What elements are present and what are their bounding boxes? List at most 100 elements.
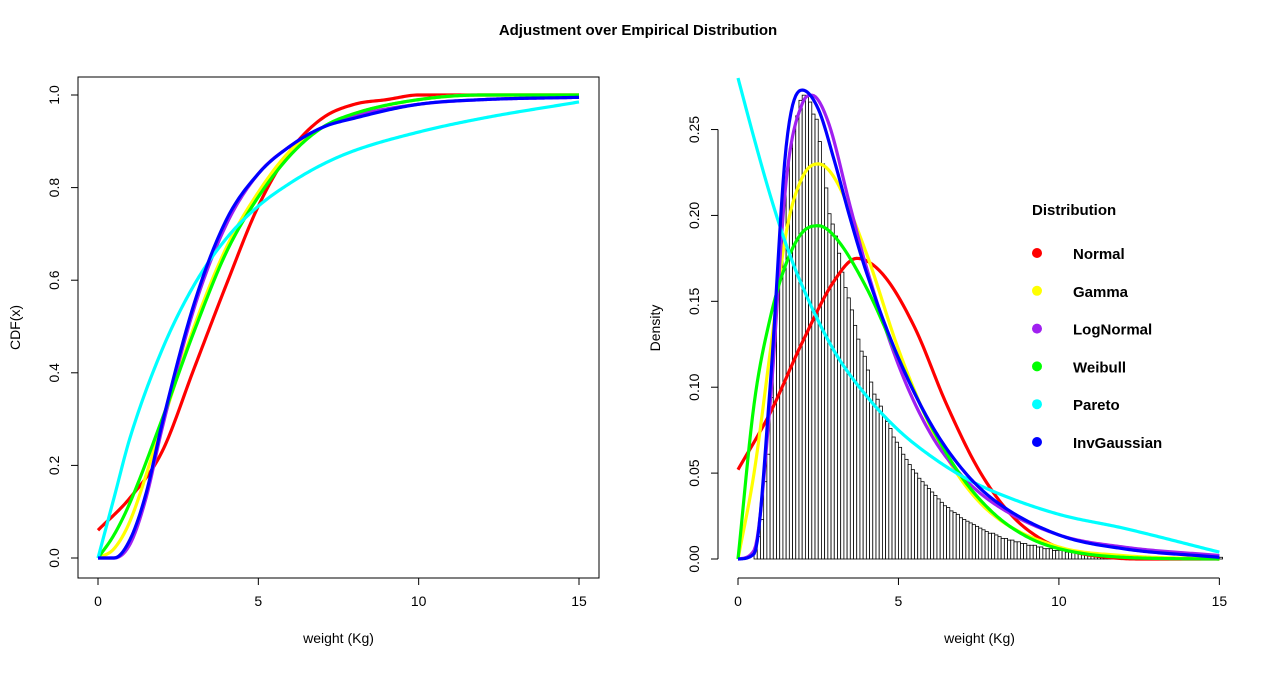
histogram-bar [1019, 543, 1025, 560]
histogram-bar [971, 524, 976, 560]
histogram-bar [939, 501, 944, 560]
y-axis-title: CDF(x) [7, 305, 23, 350]
x-tick-label: 10 [1051, 593, 1067, 609]
histogram-bar [824, 187, 829, 560]
y-tick-label: 0.05 [686, 459, 702, 486]
y-tick-label: 0.6 [46, 270, 62, 290]
histogram-bar [1039, 546, 1044, 560]
histogram-bar [817, 141, 822, 560]
histogram-bar [830, 223, 835, 560]
y-axis-title: Density [647, 305, 663, 352]
figure-title: Adjustment over Empirical Distribution [499, 22, 777, 39]
histogram-bar [981, 529, 986, 560]
histogram-bar [1052, 550, 1057, 560]
histogram-bar [882, 416, 887, 560]
y-tick-label: 0.0 [46, 548, 62, 568]
histogram-bar [853, 324, 858, 560]
histogram-bar [1045, 548, 1050, 560]
legend-label-pareto: Pareto [1073, 397, 1120, 414]
histogram-bar [849, 309, 854, 560]
y-tick-label: 0.20 [686, 202, 702, 229]
histogram-bar [901, 453, 906, 560]
histogram-bar [898, 446, 903, 560]
x-tick-label: 5 [254, 593, 262, 609]
legend-marker-normal [1032, 248, 1042, 258]
histogram-bar [936, 498, 941, 560]
curve-weibull [736, 224, 1220, 561]
histogram-bar [994, 534, 999, 560]
histogram-bar [1032, 544, 1037, 560]
y-tick-label: 1.0 [46, 85, 62, 105]
x-axis-title: weight (Kg) [302, 630, 374, 646]
legend-label-gamma: Gamma [1073, 284, 1129, 301]
histogram-bar [1003, 537, 1008, 560]
legend-marker-pareto [1032, 399, 1042, 410]
legend-title: Distribution [1032, 202, 1116, 219]
histogram-bar [891, 436, 896, 560]
histogram-bar [1010, 539, 1015, 560]
x-tick-label: 15 [571, 593, 587, 609]
histogram-bar [875, 398, 880, 560]
histogram-bar [923, 484, 928, 560]
x-axis-title: weight (Kg) [943, 630, 1015, 646]
y-tick-label: 0.15 [686, 287, 702, 314]
plot-frame [77, 76, 600, 579]
histogram-bar [1058, 550, 1063, 560]
legend-label-lognormal: LogNormal [1073, 322, 1152, 339]
legend-label-invgaussian: InvGaussian [1073, 435, 1162, 452]
histogram-bar [1016, 541, 1021, 560]
histogram-bar [965, 520, 970, 560]
x-tick-label: 15 [1212, 593, 1228, 609]
histogram-bar [991, 532, 996, 560]
legend-marker-lognormal [1032, 323, 1042, 334]
x-tick-label: 5 [895, 593, 903, 609]
x-tick-label: 0 [734, 593, 742, 609]
histogram-bar [833, 235, 838, 560]
histogram-bar [1023, 543, 1028, 560]
y-tick-label: 0.25 [686, 116, 702, 143]
histogram-bar [914, 472, 919, 560]
histogram-bar [837, 252, 842, 560]
histogram-bar [904, 458, 909, 560]
histogram-bar [1064, 551, 1069, 560]
histogram-bar [987, 532, 992, 560]
y-tick-label: 0.00 [686, 545, 702, 572]
curve-lognormal [737, 93, 1220, 561]
histogram-bar [1007, 539, 1012, 560]
histogram-bar [920, 481, 925, 560]
histogram-bar [978, 527, 983, 560]
histogram-bar [821, 163, 826, 560]
histogram-bar [872, 393, 877, 560]
histogram-bar [949, 510, 954, 560]
histogram-bar [888, 428, 893, 560]
x-tick-label: 10 [411, 593, 427, 609]
histogram-bar [917, 477, 922, 560]
legend-marker-weibull [1032, 361, 1042, 372]
histogram-bar [959, 517, 964, 560]
histogram-bar [926, 488, 931, 560]
histogram-bar [1055, 550, 1060, 560]
histogram-bar [1029, 544, 1034, 560]
curve-weibull [96, 93, 579, 559]
histogram-bar [846, 297, 851, 560]
curve-gamma [97, 93, 579, 560]
histogram-bar [952, 512, 957, 560]
y-tick-label: 0.10 [686, 373, 702, 400]
histogram-bar [975, 525, 980, 560]
histogram-bar [907, 464, 912, 560]
histogram-bar [1013, 541, 1018, 560]
histogram-bar [933, 495, 938, 560]
histogram-bar [878, 405, 883, 560]
histogram-bar [779, 240, 784, 560]
histogram-bar [1068, 551, 1073, 560]
histogram-bar [997, 536, 1002, 560]
histogram-bar [766, 453, 771, 560]
curve-invgaussian [98, 95, 580, 560]
histogram-bar [798, 99, 803, 560]
x-tick-label: 0 [94, 593, 102, 609]
y-tick-label: 0.2 [46, 455, 62, 475]
histogram-bar [955, 513, 960, 560]
histogram-bar [1036, 546, 1041, 560]
y-tick-label: 0.8 [46, 178, 62, 198]
